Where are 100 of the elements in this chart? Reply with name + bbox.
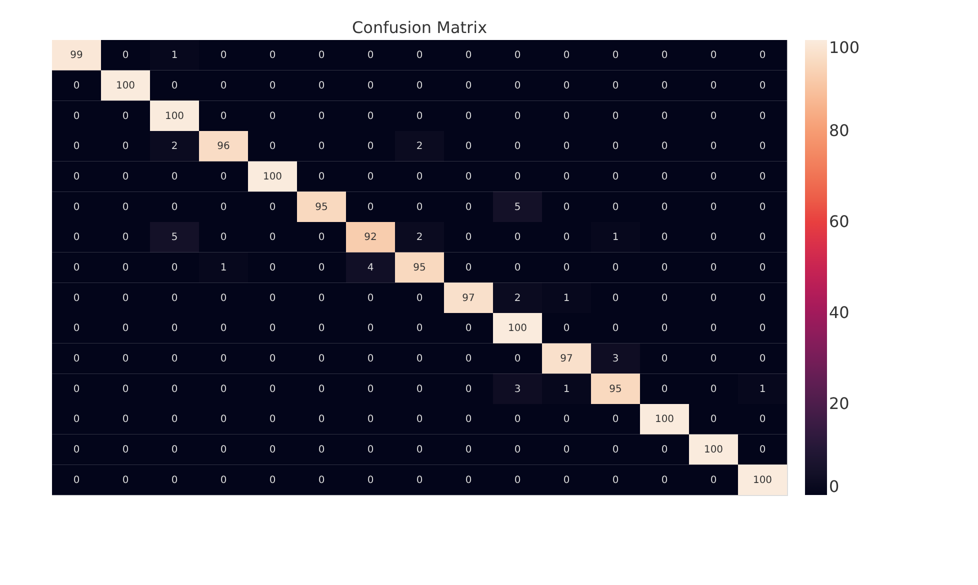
data-label: 0 (710, 141, 717, 152)
data-label: 0 (73, 414, 80, 426)
data-label: 99 (70, 50, 83, 62)
data-label: 0 (465, 384, 472, 395)
data-label: 0 (122, 474, 129, 486)
data-label: 0 (465, 444, 472, 456)
data-label: 1 (563, 384, 570, 395)
data-label: 0 (318, 474, 325, 486)
data-label: 0 (563, 50, 570, 62)
data-label: 0 (171, 354, 178, 364)
data-label: 0 (171, 384, 178, 395)
data-label: 0 (416, 172, 423, 182)
data-label: 0 (73, 292, 80, 304)
data-label: 0 (171, 262, 178, 274)
data-label: 0 (171, 474, 178, 486)
data-label: 0 (710, 80, 717, 92)
data-label: 0 (612, 110, 619, 122)
data-label: 0 (612, 414, 619, 426)
data-label: 2 (416, 141, 423, 152)
data-label: 95 (315, 202, 328, 213)
data-label: 3 (612, 354, 619, 364)
data-label: 0 (318, 354, 325, 364)
data-label: 0 (367, 474, 374, 486)
data-label: 0 (710, 384, 717, 395)
data-label: 0 (563, 232, 570, 244)
data-label: 0 (220, 172, 227, 182)
data-label: 0 (514, 232, 521, 244)
data-label: 3 (514, 384, 521, 395)
data-label: 0 (465, 414, 472, 426)
data-label: 0 (220, 50, 227, 62)
data-label: 0 (416, 202, 423, 213)
data-label: 0 (759, 414, 766, 426)
chart-title: Confusion Matrix (352, 18, 488, 37)
data-label: 0 (269, 354, 276, 364)
data-label: 0 (220, 444, 227, 456)
color-bar-label: 100 (829, 38, 860, 57)
data-label: 0 (563, 262, 570, 274)
data-label: 0 (367, 414, 374, 426)
data-label: 0 (416, 80, 423, 92)
data-label: 0 (465, 141, 472, 152)
data-label: 100 (704, 444, 724, 456)
data-label: 0 (318, 444, 325, 456)
data-label: 0 (220, 232, 227, 244)
data-label: 0 (220, 414, 227, 426)
data-label: 0 (367, 384, 374, 395)
data-label: 0 (710, 172, 717, 182)
data-label: 0 (73, 262, 80, 274)
data-label: 0 (318, 384, 325, 395)
data-label: 100 (262, 172, 282, 182)
data-label: 0 (514, 50, 521, 62)
data-label: 100 (654, 414, 674, 426)
data-label: 0 (171, 202, 178, 213)
data-label: 0 (416, 384, 423, 395)
data-label: 0 (759, 232, 766, 244)
data-label: 0 (465, 262, 472, 274)
data-label: 0 (661, 80, 668, 92)
data-label: 0 (318, 292, 325, 304)
data-label: 0 (710, 50, 717, 62)
data-label: 0 (563, 80, 570, 92)
data-label: 0 (122, 414, 129, 426)
data-label: 0 (171, 292, 178, 304)
data-label: 0 (612, 80, 619, 92)
data-label: 0 (661, 354, 668, 364)
data-label: 0 (759, 202, 766, 213)
data-label: 0 (612, 444, 619, 456)
data-label: 0 (563, 141, 570, 152)
data-label: 0 (122, 141, 129, 152)
data-label: 0 (220, 474, 227, 486)
data-label: 0 (367, 141, 374, 152)
data-label: 0 (220, 110, 227, 122)
data-label: 0 (73, 384, 80, 395)
data-label: 0 (122, 172, 129, 182)
data-label: 0 (661, 323, 668, 334)
data-label: 0 (416, 323, 423, 334)
data-label: 100 (752, 474, 772, 486)
data-label: 0 (367, 202, 374, 213)
data-label: 0 (171, 172, 178, 182)
data-label: 0 (465, 50, 472, 62)
data-label: 0 (465, 323, 472, 334)
data-label: 0 (122, 262, 129, 274)
data-label: 0 (661, 262, 668, 274)
data-label: 0 (759, 444, 766, 456)
data-label: 0 (465, 172, 472, 182)
data-label: 97 (462, 292, 475, 304)
data-label: 0 (220, 202, 227, 213)
data-label: 0 (269, 80, 276, 92)
data-label: 0 (269, 50, 276, 62)
data-label: 0 (73, 172, 80, 182)
data-label: 0 (122, 444, 129, 456)
data-label: 0 (465, 232, 472, 244)
data-label: 0 (269, 141, 276, 152)
data-label: 0 (710, 323, 717, 334)
data-label: 92 (364, 232, 377, 244)
data-label: 0 (759, 262, 766, 274)
data-label: 0 (759, 80, 766, 92)
data-label: 0 (318, 80, 325, 92)
data-label: 0 (220, 354, 227, 364)
data-label: 0 (416, 292, 423, 304)
data-label: 0 (612, 292, 619, 304)
data-label: 0 (514, 262, 521, 274)
